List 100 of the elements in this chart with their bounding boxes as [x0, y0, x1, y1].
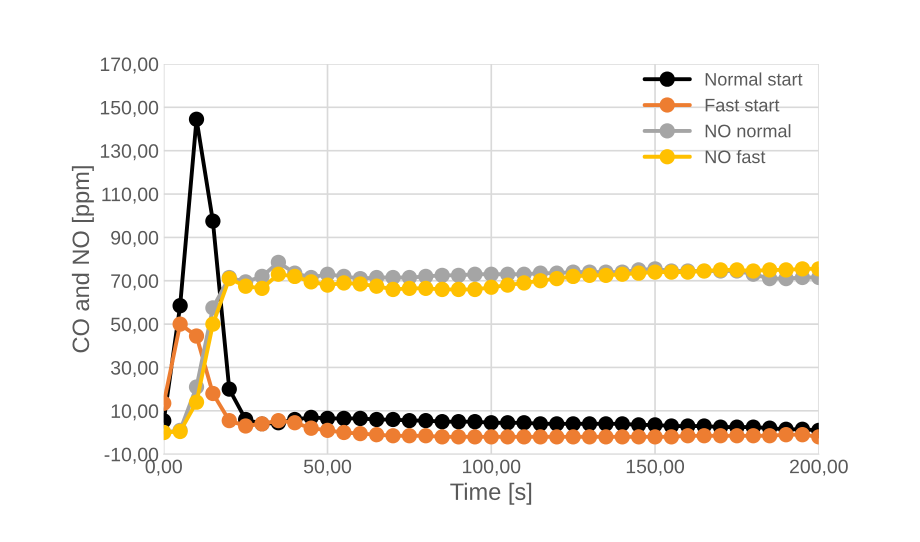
point: [532, 273, 548, 288]
point: [188, 328, 204, 344]
x-tick-label: 150,00: [626, 460, 684, 476]
x-axis-title: Time [s]: [450, 482, 532, 505]
point: [598, 416, 614, 432]
point: [402, 280, 418, 296]
point: [516, 429, 532, 444]
y-axis-title: CO and NO [ppm]: [72, 166, 94, 352]
point: [484, 415, 499, 430]
point: [336, 424, 352, 440]
point: [746, 263, 761, 279]
point: [369, 412, 384, 428]
legend-label: NO normal: [706, 124, 790, 138]
point: [205, 213, 221, 229]
point: [566, 416, 581, 432]
y-tick-label: 30,00: [110, 360, 158, 378]
y-tick-label: 50,00: [111, 318, 158, 334]
point: [418, 428, 434, 444]
point: [778, 262, 794, 278]
point: [680, 428, 696, 444]
y-tick-label: 70,00: [111, 274, 158, 290]
point: [320, 422, 336, 438]
point: [320, 277, 336, 293]
point: [762, 262, 778, 278]
y-tick-label: 90,00: [111, 230, 158, 247]
point: [696, 428, 712, 444]
x-tick-label: 100,00: [463, 460, 520, 476]
point: [467, 282, 483, 298]
point: [467, 414, 483, 430]
point: [500, 277, 516, 293]
point: [549, 416, 564, 432]
point: [385, 282, 401, 298]
point: [304, 420, 319, 436]
point: [794, 261, 810, 276]
point: [762, 428, 778, 444]
point: [205, 316, 221, 332]
point: [352, 426, 368, 442]
point: [549, 429, 564, 444]
x-tick-label: 200,00: [790, 460, 848, 476]
point: [598, 268, 614, 283]
point: [434, 429, 450, 444]
point: [566, 268, 581, 284]
point: [484, 429, 499, 444]
point: [516, 415, 532, 430]
point: [516, 275, 532, 291]
point: [188, 394, 204, 410]
y-tick-label: 150,00: [100, 100, 158, 117]
point: [582, 416, 598, 432]
point: [647, 264, 663, 280]
point: [369, 278, 384, 294]
point: [484, 280, 499, 295]
point: [549, 270, 564, 286]
point: [336, 275, 352, 291]
point: [222, 412, 237, 428]
point: [746, 428, 761, 444]
legend-label: NO fast: [706, 150, 766, 164]
point: [712, 428, 728, 444]
point: [467, 266, 483, 282]
point: [598, 429, 614, 444]
point: [434, 282, 450, 298]
point: [402, 428, 418, 444]
point: [631, 266, 646, 281]
y-tick-label: 170,00: [100, 57, 158, 74]
legend-label: Fast start: [706, 98, 780, 112]
point: [287, 415, 302, 430]
point: [352, 410, 368, 426]
point: [729, 428, 745, 444]
point: [450, 429, 466, 444]
point: [434, 414, 450, 430]
point: [647, 429, 663, 444]
point: [467, 429, 483, 444]
point: [254, 280, 270, 296]
point: [582, 429, 598, 444]
point: [336, 410, 352, 426]
point: [352, 276, 368, 292]
point: [631, 429, 646, 444]
point: [532, 416, 548, 432]
point: [304, 274, 319, 290]
point: [238, 418, 254, 434]
point: [287, 268, 302, 284]
point: [385, 428, 401, 444]
point: [418, 412, 434, 428]
legend-label: Normal start: [706, 72, 802, 86]
point: [484, 266, 499, 282]
point: [450, 268, 466, 283]
x-tick-label: 50,00: [304, 460, 352, 476]
y-tick-label: 10,00: [112, 404, 158, 420]
y-tick-label: 130,00: [100, 144, 158, 160]
point: [450, 414, 466, 430]
point: [664, 429, 680, 444]
point: [450, 282, 466, 298]
point: [238, 278, 254, 294]
point: [270, 266, 286, 282]
point: [500, 415, 516, 430]
point: [614, 416, 630, 432]
point: [188, 112, 204, 127]
point: [582, 268, 598, 283]
point: [402, 412, 418, 428]
point: [369, 427, 384, 442]
point: [385, 412, 401, 428]
